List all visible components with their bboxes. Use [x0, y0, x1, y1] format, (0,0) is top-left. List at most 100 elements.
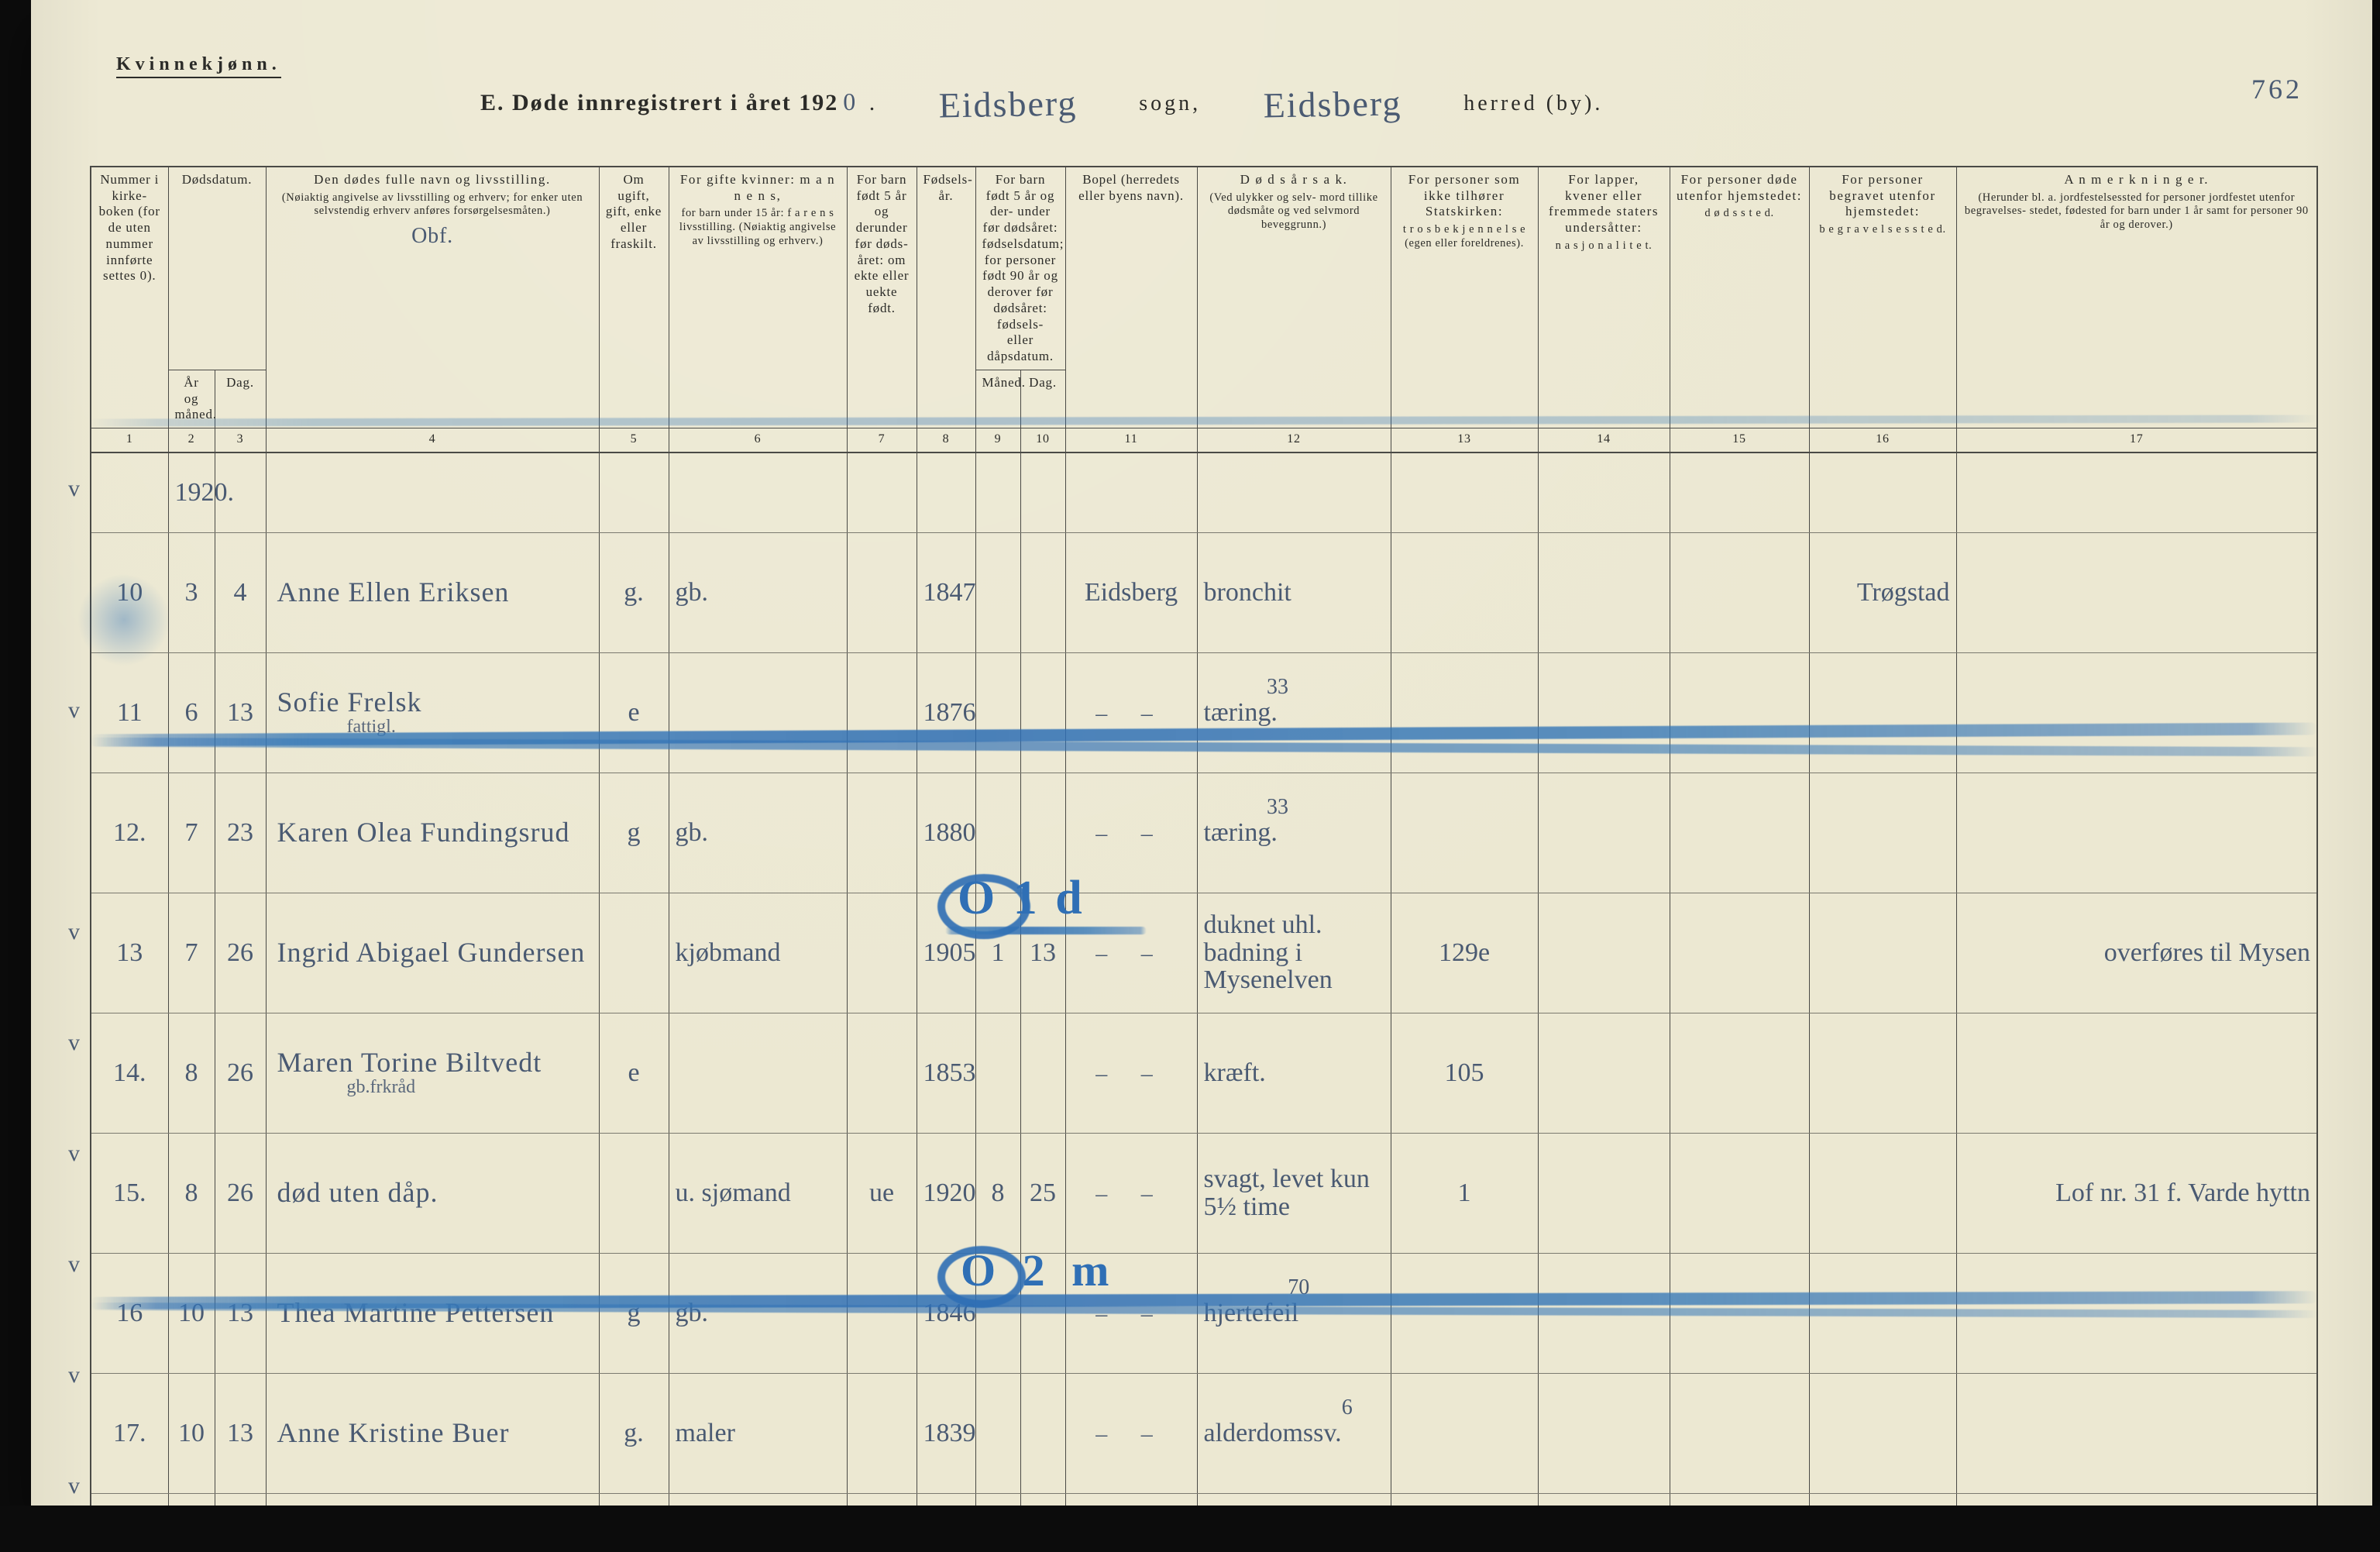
- cell: [1670, 532, 1809, 652]
- cell-blank: [266, 453, 599, 533]
- cell: gb.: [669, 1253, 847, 1373]
- cell: 10: [168, 1253, 215, 1373]
- cell: 1853: [917, 1013, 975, 1133]
- cell: [847, 532, 917, 652]
- name-main: Maren Torine Biltvedt: [277, 1047, 542, 1078]
- ditto-mark: – –: [1095, 1301, 1167, 1327]
- cell: [1670, 652, 1809, 773]
- hdr-col12-sub: (Ved ulykker og selv- mord tillike dødsm…: [1204, 191, 1384, 232]
- margin-tick: v: [68, 1030, 85, 1056]
- cell: [1020, 532, 1065, 652]
- margin-tick: v: [68, 476, 85, 502]
- cell: [1670, 1133, 1809, 1253]
- table-row: 12.723Karen Olea Fundingsrudggb.1880– –t…: [91, 773, 2317, 893]
- cell-blank: [1538, 453, 1670, 533]
- name-main: Anne Ellen Eriksen: [277, 576, 510, 607]
- gender-heading: Kvinnekjønn.: [116, 54, 281, 78]
- coln-5: 5: [599, 428, 669, 453]
- cell: tæring.33: [1197, 652, 1391, 773]
- cell: – –: [1065, 1013, 1197, 1133]
- cell: [1538, 1373, 1670, 1493]
- table-row: 11613Sofie Frelskfattigl.e1876– –tæring.…: [91, 652, 2317, 773]
- hdr-col16-main: For personer begravet utenfor hjemstedet…: [1829, 172, 1935, 219]
- cell: [1956, 1013, 2317, 1133]
- name-main: Karen Olea Fundingsrud: [277, 817, 570, 848]
- cell-year: 1920.: [168, 453, 215, 533]
- cell: 8: [168, 1013, 215, 1133]
- title-year-handwritten: 0: [838, 88, 862, 115]
- margin-tick: v: [68, 919, 85, 945]
- cell: 1847: [917, 532, 975, 652]
- cell: 26: [215, 1133, 266, 1253]
- hdr-col2-top: Dødsdatum.: [168, 167, 266, 370]
- cell: 12.: [91, 773, 168, 893]
- cell: 10: [168, 1373, 215, 1493]
- coln-8: 8: [917, 428, 975, 453]
- cell: 13: [91, 893, 168, 1013]
- hdr-col910-top: For barn født 5 år og der- under før død…: [975, 167, 1065, 370]
- hdr-col16: For personer begravet utenfor hjemstedet…: [1809, 167, 1956, 428]
- cell: [847, 893, 917, 1013]
- cell: [847, 652, 917, 773]
- hdr-col14: For lapper, kvener eller fremmede stater…: [1538, 167, 1670, 428]
- cell: 1: [975, 893, 1020, 1013]
- cell-blank: [1956, 453, 2317, 533]
- name-sub: fattigl.: [277, 717, 593, 737]
- cell: [1956, 1373, 2317, 1493]
- cell: – –: [1065, 1253, 1197, 1373]
- cell: [975, 773, 1020, 893]
- coln-15: 15: [1670, 428, 1809, 453]
- cell: død uten dåp.: [266, 1133, 599, 1253]
- cell: [975, 1373, 1020, 1493]
- cell: gb.: [669, 532, 847, 652]
- hdr-col11: Bopel (herredets eller byens navn).: [1065, 167, 1197, 428]
- cell: e: [599, 1013, 669, 1133]
- cause-code: 33: [1267, 676, 1288, 698]
- cell: [599, 893, 669, 1013]
- cell: [1391, 1253, 1538, 1373]
- cell: g.: [599, 1373, 669, 1493]
- cell: [975, 652, 1020, 773]
- hdr-col6: For gifte kvinner: m a n n e n s, for ba…: [669, 167, 847, 428]
- ditto-mark: – –: [1095, 821, 1167, 846]
- cell: 16: [91, 1253, 168, 1373]
- coln-1: 1: [91, 428, 168, 453]
- ditto-mark: – –: [1095, 1421, 1167, 1447]
- hdr-col17-sub: (Herunder bl. a. jordfestelsessted for p…: [1963, 191, 2310, 232]
- cell: – –: [1065, 1133, 1197, 1253]
- cell: Ingrid Abigael Gundersen: [266, 893, 599, 1013]
- cell-blank: [1670, 453, 1809, 533]
- cause-text: duknet uhl. badning i Mysenelven: [1204, 911, 1384, 994]
- coln-2: 2: [168, 428, 215, 453]
- ledger-table: Nummer i kirke- boken (for de uten numme…: [90, 166, 2318, 1552]
- cell: gb.: [669, 773, 847, 893]
- cell: Eidsberg: [1065, 532, 1197, 652]
- cell: 1905: [917, 893, 975, 1013]
- cell: – –: [1065, 773, 1197, 893]
- cell: [1670, 1013, 1809, 1133]
- cell: tæring.33: [1197, 773, 1391, 893]
- hdr-col17: A n m e r k n i n g e r. (Herunder bl. a…: [1956, 167, 2317, 428]
- coln-9: 9: [975, 428, 1020, 453]
- cell: [1391, 652, 1538, 773]
- cell: [975, 1253, 1020, 1373]
- cell: [1020, 652, 1065, 773]
- coln-4: 4: [266, 428, 599, 453]
- coln-14: 14: [1538, 428, 1670, 453]
- cell: [1809, 893, 1956, 1013]
- cell: [1670, 1253, 1809, 1373]
- table-header: Nummer i kirke- boken (for de uten numme…: [91, 167, 2317, 453]
- cell-blank: [1391, 453, 1538, 533]
- hdr-col15-sub: d ø d s s t e d.: [1677, 207, 1803, 221]
- year-row: 1920.: [91, 453, 2317, 533]
- cell: [1809, 773, 1956, 893]
- cell: maler: [669, 1373, 847, 1493]
- herred-field: Eidsberg: [1231, 82, 1433, 127]
- name-main: Anne Kristine Buer: [277, 1417, 510, 1448]
- cell: 1: [1391, 1133, 1538, 1253]
- margin-tick: v: [68, 1362, 85, 1389]
- hdr-col17-main: A n m e r k n i n g e r.: [2064, 172, 2209, 187]
- table-row: 1034Anne Ellen Erikseng.gb.1847Eidsbergb…: [91, 532, 2317, 652]
- hdr-col8: Fødsels- år.: [917, 167, 975, 428]
- hdr-col4-hand: Obf.: [273, 223, 593, 249]
